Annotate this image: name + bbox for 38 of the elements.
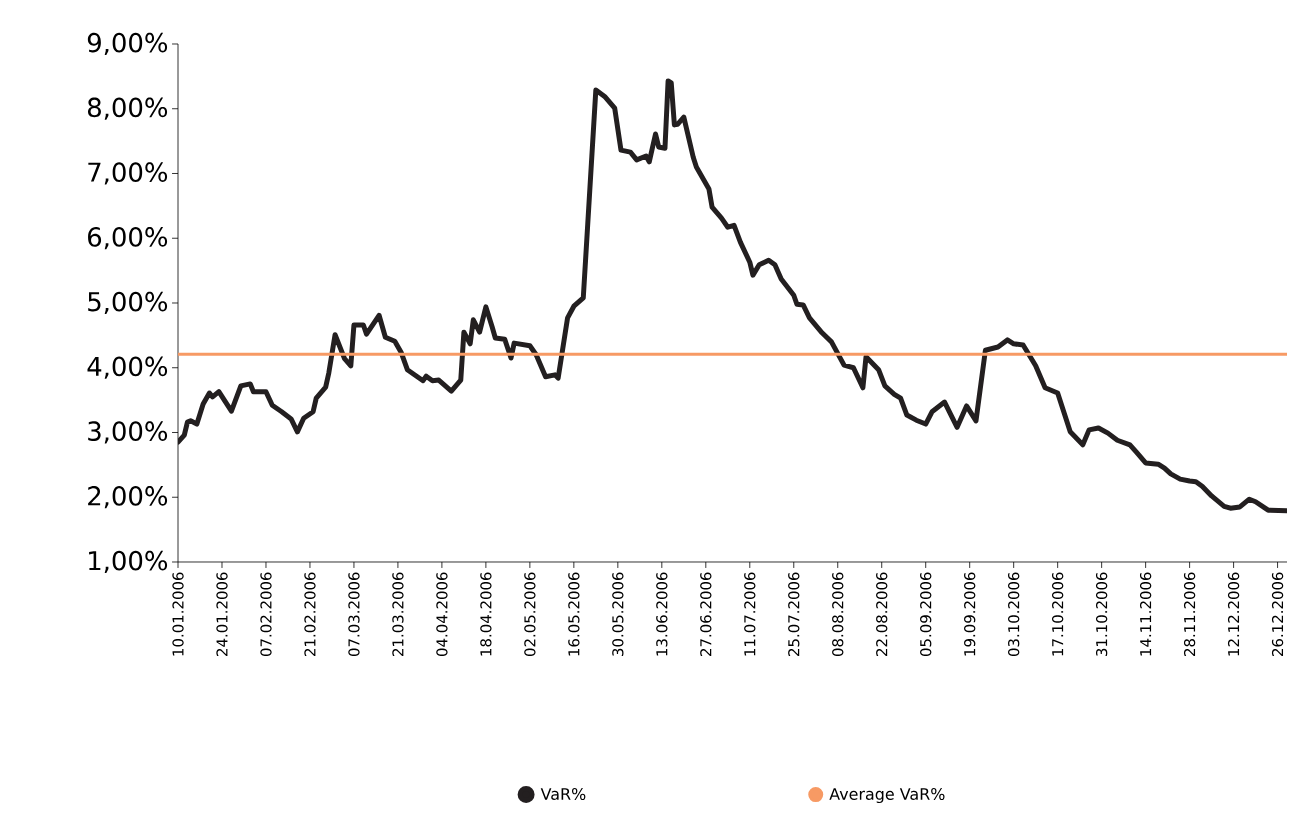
x-tick-label: 21.03.2006 (392, 572, 404, 656)
x-tick-label: 12.12.2006 (1227, 572, 1240, 656)
x-tick-label: 02.05.2006 (524, 572, 536, 657)
x-tick-label: 07.02.2006 (260, 572, 272, 657)
y-tick-label: 7,00% (88, 162, 168, 185)
y-tick-label: 4,00% (87, 356, 168, 379)
y-tick-label: 1,00% (89, 550, 168, 574)
x-tick-label: 24.01.2006 (216, 572, 228, 656)
y-tick-label: 6,00% (88, 227, 168, 250)
x-tick-label: 25.07.2006 (788, 572, 800, 656)
x-tick-label: 05.09.2006 (920, 572, 932, 657)
legend-label: VaR% (540, 787, 586, 800)
x-tick-label: 27.06.2006 (700, 572, 712, 656)
line-series (178, 78, 1287, 514)
x-tick-label: 11.07.2006 (744, 572, 756, 656)
x-tick-label: 07.03.2006 (348, 572, 360, 657)
x-tick-label: 17.10.2006 (1052, 572, 1064, 656)
x-tick-label: 10.01.2006 (172, 572, 184, 656)
x-tick-label: 31.10.2006 (1095, 572, 1108, 656)
x-tick-label: 19.09.2006 (964, 572, 976, 656)
x-tick-label: 14.11.2006 (1139, 572, 1152, 656)
x-tick-label: 21.02.2006 (304, 572, 316, 656)
x-tick-label: 16.05.2006 (568, 572, 580, 656)
x-tick-label: 22.08.2006 (876, 572, 888, 656)
y-tick-label: 5,00% (88, 291, 168, 315)
y-tick-label: 9,00% (87, 32, 168, 56)
x-tick-label: 26.12.2006 (1271, 572, 1284, 656)
x-tick-label: 03.10.2006 (1008, 572, 1020, 657)
legend-label: Average VaR% (829, 787, 945, 804)
x-tick-label: 30.05.2006 (612, 572, 624, 656)
x-tick-label: 08.08.2006 (832, 572, 844, 657)
x-tick-label: 04.04.2006 (436, 572, 448, 657)
x-tick-label: 28.11.2006 (1183, 572, 1196, 656)
y-tick-label: 3,00% (88, 421, 168, 444)
x-tick-label: 18.04.2006 (480, 572, 492, 656)
x-tick-label: 13.06.2006 (656, 572, 668, 656)
y-tick-label: 8,00% (87, 97, 168, 120)
y-tick-label: 2,00% (88, 486, 168, 509)
